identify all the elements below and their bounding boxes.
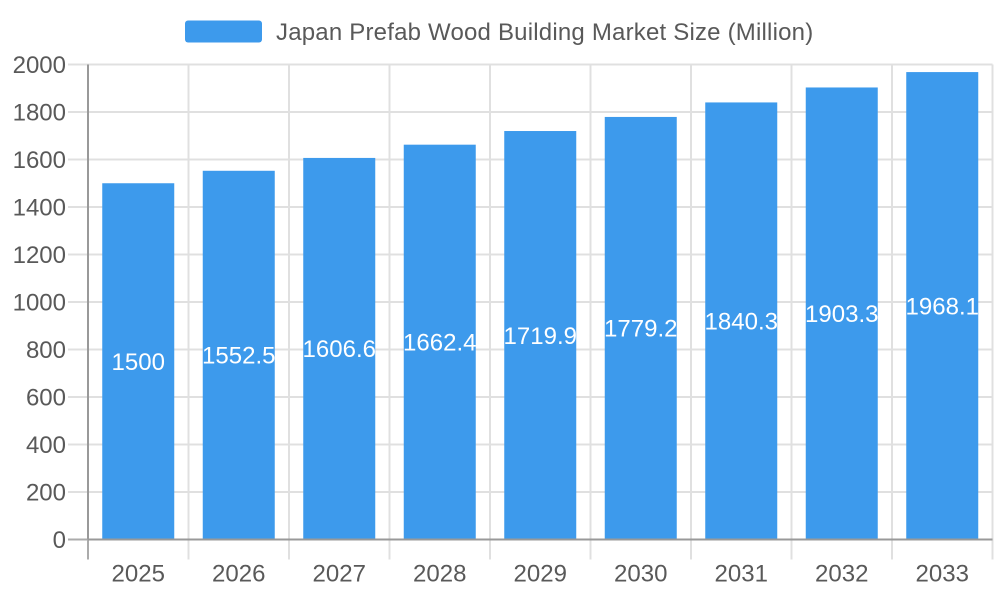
svg-text:1719.9: 1719.9: [504, 323, 577, 350]
svg-text:1600: 1600: [13, 147, 66, 174]
svg-text:2029: 2029: [514, 561, 567, 588]
svg-text:600: 600: [26, 385, 66, 412]
svg-text:2030: 2030: [614, 561, 667, 588]
svg-text:2031: 2031: [715, 561, 768, 588]
svg-text:2032: 2032: [815, 561, 868, 588]
svg-text:1968.1: 1968.1: [906, 293, 979, 320]
svg-text:0: 0: [53, 527, 66, 554]
svg-text:2033: 2033: [916, 561, 969, 588]
svg-text:1903.3: 1903.3: [805, 301, 878, 328]
svg-text:2000: 2000: [13, 52, 66, 79]
svg-text:800: 800: [26, 337, 66, 364]
svg-text:2027: 2027: [313, 561, 366, 588]
svg-text:1400: 1400: [13, 195, 66, 222]
svg-text:1500: 1500: [112, 349, 165, 376]
svg-text:400: 400: [26, 432, 66, 459]
svg-text:1000: 1000: [13, 290, 66, 317]
svg-text:2028: 2028: [413, 561, 466, 588]
svg-text:Japan Prefab Wood Building Mar: Japan Prefab Wood Building Market Size (…: [276, 19, 813, 46]
svg-text:2026: 2026: [212, 561, 265, 588]
svg-text:1552.5: 1552.5: [202, 343, 275, 370]
svg-text:200: 200: [26, 480, 66, 507]
svg-text:1840.3: 1840.3: [705, 308, 778, 335]
svg-text:2025: 2025: [112, 561, 165, 588]
svg-text:1200: 1200: [13, 242, 66, 269]
svg-text:1606.6: 1606.6: [303, 336, 376, 363]
svg-text:1779.2: 1779.2: [604, 316, 677, 343]
svg-text:1800: 1800: [13, 100, 66, 127]
svg-text:1662.4: 1662.4: [403, 330, 476, 357]
